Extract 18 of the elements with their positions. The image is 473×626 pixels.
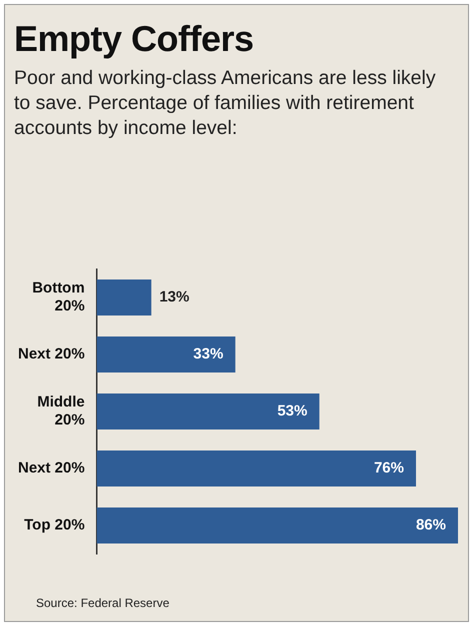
bar	[96, 508, 458, 544]
data-label: 13%	[159, 288, 190, 306]
bar	[96, 280, 152, 316]
y-tick-label: Top 20%	[24, 516, 85, 534]
source-note: Source: Federal Reserve	[36, 596, 170, 610]
chart-title: Empty Coffers	[14, 18, 254, 60]
bar	[96, 394, 320, 430]
bar	[96, 450, 416, 486]
y-tick-label: Next 20%	[18, 460, 85, 477]
chart-subtitle: Poor and working-class Americans are less likely to save. Percentage of families with retirement accounts by income level:	[14, 66, 437, 141]
data-label: 33%	[193, 346, 224, 363]
y-tick-label: Bottom 20%	[32, 280, 85, 315]
y-tick-label: Next 20%	[18, 346, 85, 363]
data-label: 53%	[277, 402, 308, 420]
data-label: 76%	[374, 460, 404, 477]
bar	[96, 336, 236, 372]
data-label: 86%	[416, 516, 446, 534]
y-tick-label: Middle 20%	[37, 394, 85, 429]
